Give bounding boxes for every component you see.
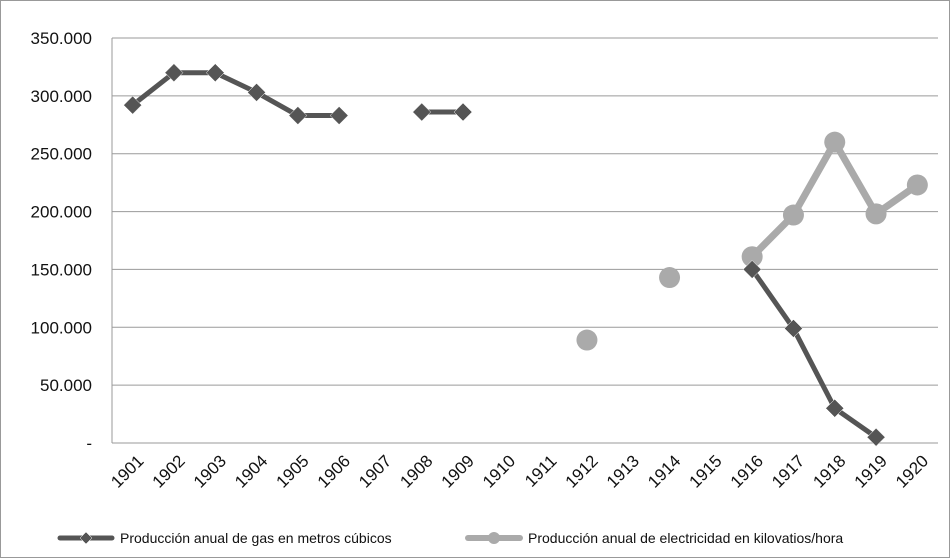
y-tick-label: 250.000 [31,145,92,164]
gas-point [205,63,225,83]
x-tick-label: 1919 [851,451,891,491]
legend: Producción anual de gas en metros cúbico… [57,530,843,546]
legend-item-electricity: Producción anual de electricidad en kilo… [465,530,843,546]
electricity-series-points [576,131,928,351]
x-tick-label: 1920 [892,451,932,491]
gas-point [742,260,762,279]
x-tick-label: 1901 [107,451,147,491]
electricity-point [576,329,598,351]
gas-series-segment [130,70,177,108]
x-tick-label: 1907 [355,451,395,491]
gas-point [825,398,845,418]
electricity-point [865,203,887,225]
legend-marker-electricity [488,532,500,544]
gas-series-segment [254,89,301,119]
gas-series-segment [832,405,879,440]
gas-point [247,83,266,102]
x-tick-label: 1903 [190,451,230,491]
x-tick-label: 1918 [809,451,849,491]
y-tick-label: 300.000 [31,87,92,106]
gas-point [784,319,803,338]
legend-marker-gas [79,531,93,545]
x-tick-label: 1914 [644,451,684,491]
legend-label-gas: Producción anual de gas en metros cúbico… [120,530,392,546]
y-tick-label: 150.000 [31,260,92,279]
legend-label-electricity: Producción anual de electricidad en kilo… [528,530,843,546]
gas-point [453,102,473,122]
y-tick-label: 200.000 [31,203,92,222]
gas-point [412,102,432,122]
electricity-point [659,267,681,289]
gas-series-segment [790,325,838,411]
gas-series-segment [749,266,796,331]
electricity-point [782,204,804,226]
x-tick-label: 1909 [438,451,478,491]
series-layer [123,63,928,447]
y-tick-label: - [86,434,92,453]
x-tick-label: 1911 [521,451,560,490]
gas-point [288,106,308,125]
gas-point [329,106,349,125]
y-axis-ticks: - 50.000 100.000 150.000 200.000 250.000 300.0… [31,29,92,453]
y-tick-label: 350.000 [31,29,92,48]
gas-point [123,95,143,115]
x-tick-label: 1908 [396,451,436,491]
x-tick-label: 1902 [149,451,189,491]
gas-point [164,63,184,83]
gas-series-points [123,63,886,447]
x-tick-label: 1910 [479,451,519,491]
electricity-series-segment [789,138,839,219]
x-tick-label: 1912 [562,451,602,491]
x-tick-label: 1906 [314,451,354,491]
y-tick-label: 50.000 [40,376,92,395]
electricity-series-line [748,138,921,261]
electricity-series-segment [831,138,880,218]
legend-item-gas: Producción anual de gas en metros cúbico… [57,530,392,546]
gas-series-segment [212,70,260,95]
x-tick-label: 1917 [768,451,808,491]
x-axis-ticks: 1901 1902 1903 1904 1905 1906 1907 1908 1909 1910… [107,451,932,491]
electricity-point [906,174,928,196]
electricity-point [824,131,846,153]
electricity-point [741,246,763,268]
x-tick-label: 1916 [727,451,767,491]
x-tick-label: 1904 [231,451,271,491]
x-tick-label: 1915 [685,451,725,491]
x-tick-label: 1905 [272,451,312,491]
y-tick-label: 100.000 [31,318,92,337]
gas-series-line [130,70,879,440]
gridlines [111,37,938,444]
x-tick-label: 1913 [603,451,643,491]
gas-point [866,427,886,447]
